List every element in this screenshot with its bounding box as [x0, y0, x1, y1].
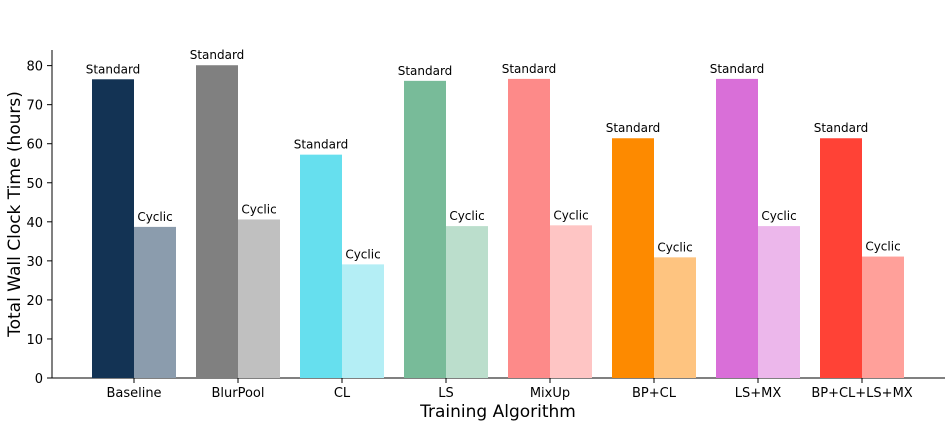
x-axis-title: Training Algorithm	[419, 402, 576, 422]
bar-label-cyclic: Cyclic	[345, 247, 380, 261]
bar-cyclic-3	[446, 226, 488, 378]
bar-standard-1	[196, 65, 238, 378]
bar-standard-0	[92, 79, 134, 379]
axes	[51, 50, 945, 379]
bars	[92, 65, 904, 379]
y-tick-label: 0	[35, 372, 43, 387]
x-tick-label: BlurPool	[211, 386, 264, 401]
y-ticks: 0 10 20 30 40 50 60 70 80	[26, 60, 52, 387]
x-tick-label: MixUp	[530, 386, 570, 401]
bar-label-standard: Standard	[398, 64, 453, 78]
bar-standard-7	[820, 138, 862, 378]
bar-label-cyclic: Cyclic	[761, 209, 796, 223]
bar-label-standard: Standard	[710, 62, 765, 76]
bar-cyclic-0	[134, 226, 176, 378]
bar-cyclic-6	[758, 226, 800, 378]
bar-cyclic-7	[862, 256, 904, 378]
bar-standard-3	[404, 80, 446, 378]
x-tick-label: LS	[438, 386, 454, 401]
bar-label-cyclic: Cyclic	[865, 240, 900, 254]
x-tick-label: Baseline	[106, 386, 161, 401]
bar-label-standard: Standard	[814, 121, 869, 135]
bar-standard-6	[716, 78, 758, 379]
bar-label-cyclic: Cyclic	[137, 210, 172, 224]
bar-label-standard: Standard	[190, 48, 245, 62]
y-tick-label: 20	[26, 294, 43, 309]
bar-standard-5	[612, 138, 654, 378]
bar-cyclic-5	[654, 257, 696, 378]
y-tick-label: 40	[26, 216, 43, 231]
x-tick-label: BP+CL	[632, 386, 677, 401]
bar-label-cyclic: Cyclic	[241, 202, 276, 216]
bar-standard-2	[300, 154, 342, 378]
y-tick-label: 70	[26, 99, 43, 114]
bar-labels: Standard Cyclic Standard Cyclic Standard Cycl…	[86, 48, 901, 261]
bar-standard-4	[508, 78, 550, 379]
bar-label-standard: Standard	[86, 62, 141, 76]
bar-label-standard: Standard	[606, 121, 661, 135]
y-tick-label: 60	[26, 138, 43, 153]
y-tick-label: 10	[26, 333, 43, 348]
y-tick-label: 30	[26, 255, 43, 270]
x-ticks: Baseline BlurPool CL LS MixUp BP+CL LS+MX BP+CL…	[106, 378, 913, 401]
bar-label-cyclic: Cyclic	[657, 240, 692, 254]
bar-cyclic-2	[342, 264, 384, 378]
y-tick-label: 50	[26, 177, 43, 192]
x-tick-label: LS+MX	[735, 386, 782, 401]
bar-label-cyclic: Cyclic	[553, 208, 588, 222]
bar-cyclic-1	[238, 219, 280, 378]
y-tick-label: 80	[26, 60, 43, 75]
bar-label-standard: Standard	[502, 62, 557, 76]
bar-label-standard: Standard	[294, 138, 349, 152]
bar-label-cyclic: Cyclic	[449, 209, 484, 223]
x-tick-label: BP+CL+LS+MX	[811, 386, 912, 401]
bar-cyclic-4	[550, 225, 592, 378]
y-axis-title: Total Wall Clock Time (hours)	[5, 91, 25, 338]
x-tick-label: CL	[334, 386, 351, 401]
